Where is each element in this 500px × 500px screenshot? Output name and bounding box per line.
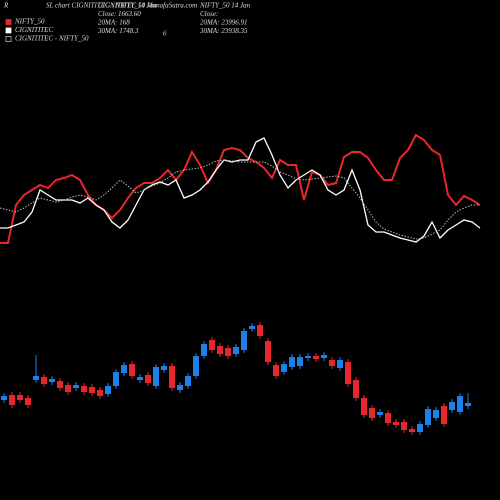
- info-text: Close:: [200, 10, 218, 18]
- candle-body: [225, 348, 231, 356]
- chart-title: SL chart CIGNITITEC : NIFTY_50 MunafaSut…: [46, 2, 197, 10]
- legend-swatch: [5, 19, 12, 25]
- legend-label: NIFTY_50: [14, 18, 45, 26]
- candle-body: [57, 381, 63, 388]
- series-line: [0, 159, 480, 240]
- info-text: 30MA: 23938.35: [199, 27, 248, 35]
- candle-body: [33, 376, 39, 380]
- candle-body: [305, 356, 311, 358]
- candle-body: [393, 422, 399, 425]
- candle-body: [369, 408, 375, 418]
- candle-body: [105, 386, 111, 394]
- candle-body: [89, 387, 95, 393]
- candle-body: [185, 376, 191, 386]
- candle-body: [441, 406, 447, 424]
- candle-body: [457, 396, 463, 412]
- legend-label: CIGNITITEC - NIFTY_50: [15, 35, 89, 43]
- candle-body: [201, 344, 207, 356]
- candle-body: [385, 413, 391, 423]
- legend-swatch: [5, 27, 12, 34]
- candle-body: [81, 386, 87, 392]
- candle-body: [417, 424, 423, 432]
- candle-body: [49, 379, 55, 382]
- candle-body: [209, 340, 215, 350]
- candle-body: [73, 385, 79, 388]
- legend-label: CIGNITITEC: [15, 26, 53, 34]
- candle-body: [353, 380, 359, 398]
- candle-body: [137, 377, 143, 380]
- candle-body: [241, 331, 247, 350]
- candle-body: [297, 357, 303, 366]
- candle-body: [193, 356, 199, 376]
- info-text: 20MA: 168: [98, 19, 130, 27]
- info-text: NIFTY_50 14 Jan: [199, 2, 251, 10]
- candle-body: [249, 326, 255, 329]
- candle-body: [377, 412, 383, 415]
- candle-body: [145, 375, 151, 383]
- candle-body: [465, 403, 471, 406]
- candle-body: [313, 356, 319, 359]
- corner-label: R: [3, 2, 9, 10]
- candle-body: [449, 402, 455, 410]
- candle-body: [409, 429, 415, 432]
- candle-body: [25, 398, 31, 405]
- series-line: [0, 137, 481, 243]
- candle-body: [1, 396, 7, 400]
- legend-swatch: [5, 36, 12, 42]
- candle-body: [337, 360, 343, 368]
- candle-body: [425, 409, 431, 425]
- candle-body: [97, 390, 103, 396]
- candle-body: [273, 365, 279, 376]
- candle-body: [129, 364, 135, 376]
- candle-body: [345, 362, 351, 384]
- candle-body: [17, 395, 23, 400]
- info-text: CIGNITITEC 14 Jan: [98, 2, 157, 10]
- candle-body: [217, 346, 223, 354]
- candle-body: [161, 366, 167, 370]
- candle-body: [41, 377, 47, 384]
- candle-body: [121, 365, 127, 373]
- candle-body: [401, 422, 407, 430]
- info-text: Close: 1663.60: [98, 10, 141, 18]
- candle-body: [153, 367, 159, 386]
- candle-body: [289, 357, 295, 367]
- candle-body: [321, 355, 327, 358]
- candle-body: [233, 347, 239, 354]
- candle-body: [265, 341, 271, 362]
- candle-body: [281, 364, 287, 372]
- info-text: 30MA: 1748.3: [97, 27, 139, 35]
- candle-body: [433, 410, 439, 418]
- candle-body: [329, 360, 335, 366]
- candle-body: [9, 395, 15, 405]
- candle-body: [257, 325, 263, 336]
- candle-body: [113, 372, 119, 386]
- info-text: 20MA: 23996.91: [200, 19, 247, 27]
- candle-body: [361, 398, 367, 415]
- candle-body: [169, 366, 175, 388]
- info-extra: 6: [163, 30, 167, 38]
- candle-body: [177, 385, 183, 390]
- series-line: [0, 133, 481, 244]
- candle-body: [65, 385, 71, 392]
